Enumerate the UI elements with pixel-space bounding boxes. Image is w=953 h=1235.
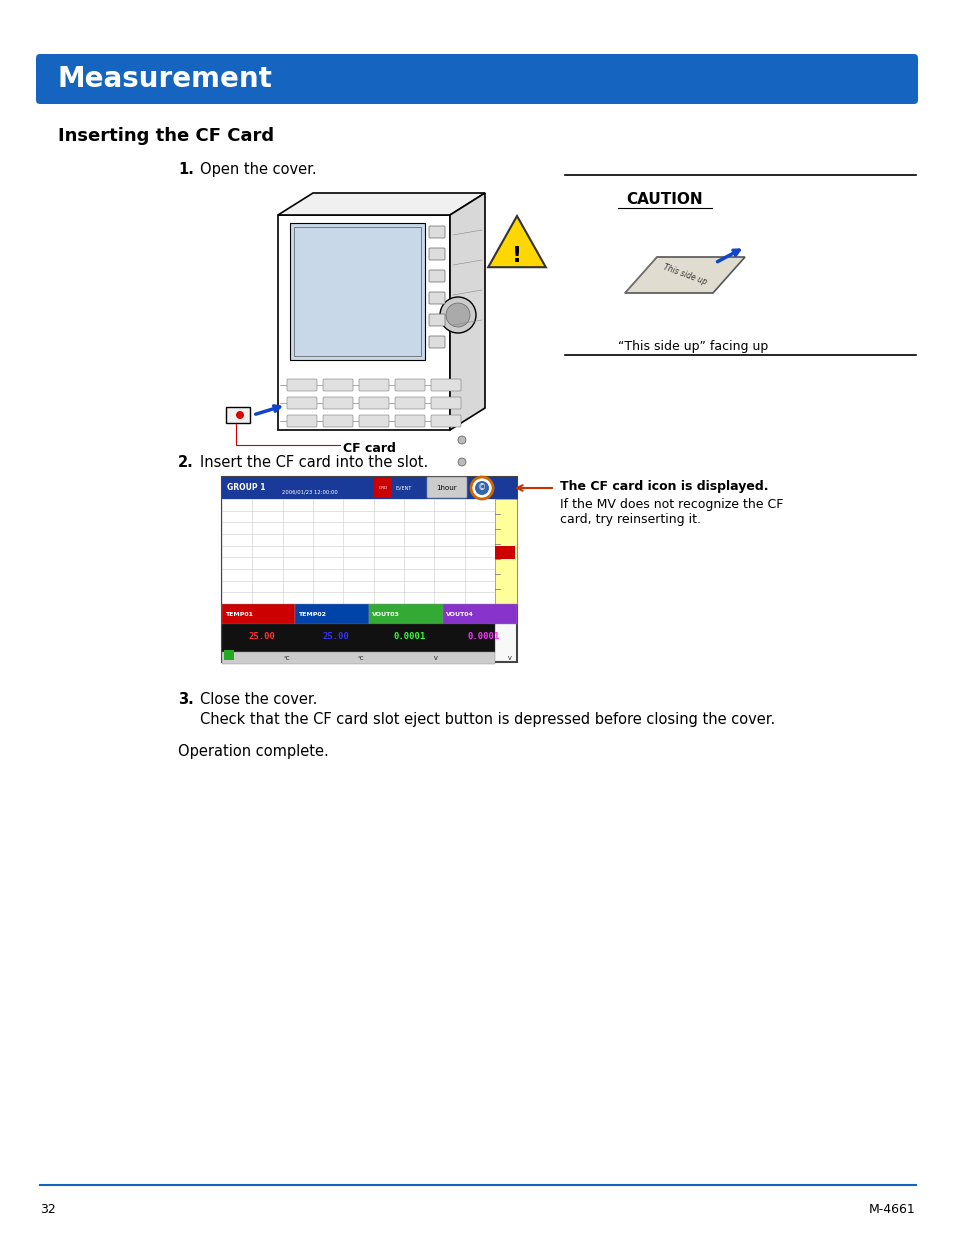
Text: EVENT: EVENT [395, 485, 412, 490]
Text: M-4661: M-4661 [868, 1203, 915, 1216]
Circle shape [235, 411, 244, 419]
Text: 3.: 3. [178, 692, 193, 706]
Text: 1.: 1. [178, 162, 193, 177]
FancyBboxPatch shape [222, 652, 495, 664]
Polygon shape [226, 408, 250, 424]
FancyBboxPatch shape [429, 226, 444, 238]
FancyBboxPatch shape [429, 248, 444, 261]
FancyBboxPatch shape [495, 499, 517, 604]
Polygon shape [450, 193, 484, 430]
FancyBboxPatch shape [222, 477, 517, 662]
Circle shape [475, 480, 489, 495]
Text: CF card: CF card [343, 442, 395, 454]
FancyBboxPatch shape [287, 379, 316, 391]
FancyBboxPatch shape [36, 54, 917, 104]
Text: !: ! [512, 246, 521, 266]
FancyBboxPatch shape [222, 499, 495, 604]
FancyBboxPatch shape [222, 604, 294, 624]
FancyBboxPatch shape [323, 379, 353, 391]
FancyBboxPatch shape [429, 314, 444, 326]
FancyBboxPatch shape [374, 478, 392, 498]
Text: TEMP02: TEMP02 [297, 611, 326, 616]
Polygon shape [624, 257, 744, 293]
FancyBboxPatch shape [224, 650, 233, 659]
FancyBboxPatch shape [395, 379, 424, 391]
FancyBboxPatch shape [429, 291, 444, 304]
Text: This side up: This side up [661, 263, 707, 287]
Circle shape [457, 458, 465, 466]
Circle shape [457, 436, 465, 445]
FancyBboxPatch shape [495, 546, 515, 559]
Circle shape [457, 480, 465, 488]
Text: °C: °C [357, 656, 364, 661]
Text: “This side up” facing up: “This side up” facing up [618, 340, 767, 353]
Polygon shape [277, 215, 450, 430]
Text: Insert the CF card into the slot.: Insert the CF card into the slot. [200, 454, 428, 471]
Text: Inserting the CF Card: Inserting the CF Card [58, 127, 274, 144]
FancyBboxPatch shape [429, 336, 444, 348]
FancyBboxPatch shape [429, 270, 444, 282]
Text: Close the cover.: Close the cover. [200, 692, 317, 706]
FancyBboxPatch shape [431, 396, 460, 409]
Text: 0.0001: 0.0001 [394, 632, 425, 641]
Text: °C: °C [283, 656, 290, 661]
Polygon shape [277, 193, 484, 215]
Text: 2006/01/23 12:00:00: 2006/01/23 12:00:00 [282, 489, 337, 494]
FancyBboxPatch shape [442, 604, 517, 624]
Text: V: V [508, 656, 512, 661]
Text: VOUT04: VOUT04 [446, 611, 474, 616]
FancyBboxPatch shape [395, 396, 424, 409]
Text: If the MV does not recognize the CF
card, try reinserting it.: If the MV does not recognize the CF card… [559, 498, 782, 526]
FancyBboxPatch shape [294, 604, 369, 624]
FancyBboxPatch shape [358, 396, 389, 409]
Text: TEMP01: TEMP01 [225, 611, 253, 616]
Text: ©: © [477, 483, 486, 493]
FancyBboxPatch shape [431, 379, 460, 391]
FancyBboxPatch shape [431, 415, 460, 427]
Text: VOUT03: VOUT03 [372, 611, 399, 616]
FancyBboxPatch shape [323, 396, 353, 409]
Text: 2.: 2. [178, 454, 193, 471]
Text: Operation complete.: Operation complete. [178, 743, 329, 760]
Polygon shape [290, 224, 424, 359]
Text: Check that the CF card slot eject button is depressed before closing the cover.: Check that the CF card slot eject button… [200, 713, 775, 727]
Text: V: V [434, 656, 437, 661]
Text: CAUTION: CAUTION [626, 191, 702, 207]
Circle shape [439, 296, 476, 333]
Text: Open the cover.: Open the cover. [200, 162, 316, 177]
Circle shape [446, 303, 470, 327]
Text: ORD: ORD [378, 487, 387, 490]
Text: GROUP 1: GROUP 1 [227, 483, 265, 493]
FancyBboxPatch shape [427, 477, 467, 498]
FancyBboxPatch shape [369, 604, 442, 624]
FancyBboxPatch shape [358, 415, 389, 427]
Text: 1hour: 1hour [436, 485, 456, 492]
FancyBboxPatch shape [287, 415, 316, 427]
Text: 0.0001: 0.0001 [467, 632, 499, 641]
Text: 25.00: 25.00 [249, 632, 275, 641]
FancyBboxPatch shape [222, 624, 495, 652]
FancyBboxPatch shape [287, 396, 316, 409]
FancyBboxPatch shape [358, 379, 389, 391]
FancyBboxPatch shape [222, 477, 517, 499]
Text: 32: 32 [40, 1203, 55, 1216]
Text: 25.00: 25.00 [322, 632, 349, 641]
Text: The CF card icon is displayed.: The CF card icon is displayed. [559, 480, 768, 493]
Circle shape [471, 477, 493, 499]
Text: Measurement: Measurement [58, 65, 273, 93]
FancyBboxPatch shape [395, 415, 424, 427]
FancyBboxPatch shape [323, 415, 353, 427]
Polygon shape [488, 216, 545, 267]
